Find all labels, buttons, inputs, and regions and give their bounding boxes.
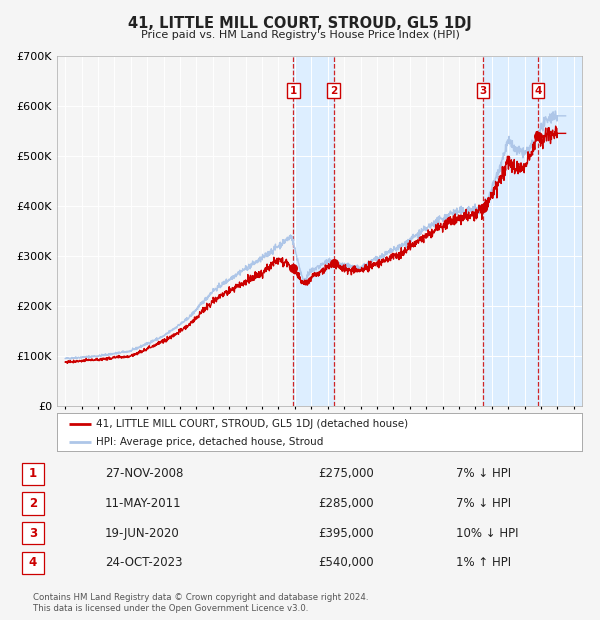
Text: £540,000: £540,000 [318,557,374,569]
Text: 7% ↓ HPI: 7% ↓ HPI [456,497,511,510]
Text: 1% ↑ HPI: 1% ↑ HPI [456,557,511,569]
Text: 3: 3 [479,86,487,96]
Text: 41, LITTLE MILL COURT, STROUD, GL5 1DJ (detached house): 41, LITTLE MILL COURT, STROUD, GL5 1DJ (… [97,420,409,430]
Text: Price paid vs. HM Land Registry's House Price Index (HPI): Price paid vs. HM Land Registry's House … [140,30,460,40]
Text: 4: 4 [29,557,37,569]
Text: 1: 1 [290,86,297,96]
Bar [483,56,582,406]
Text: £395,000: £395,000 [318,527,374,539]
Bar [293,56,334,406]
Text: Contains HM Land Registry data © Crown copyright and database right 2024.
This d: Contains HM Land Registry data © Crown c… [33,593,368,613]
Text: HPI: Average price, detached house, Stroud: HPI: Average price, detached house, Stro… [97,436,324,447]
Text: 4: 4 [534,86,542,96]
Text: 2: 2 [330,86,337,96]
Text: 2: 2 [29,497,37,510]
Text: 3: 3 [29,527,37,539]
Text: 19-JUN-2020: 19-JUN-2020 [105,527,180,539]
Text: £275,000: £275,000 [318,467,374,480]
Text: 7% ↓ HPI: 7% ↓ HPI [456,467,511,480]
Text: 10% ↓ HPI: 10% ↓ HPI [456,527,518,539]
Text: 41, LITTLE MILL COURT, STROUD, GL5 1DJ: 41, LITTLE MILL COURT, STROUD, GL5 1DJ [128,16,472,31]
Text: 1: 1 [29,467,37,480]
Text: 27-NOV-2008: 27-NOV-2008 [105,467,184,480]
Text: £285,000: £285,000 [318,497,374,510]
Text: 24-OCT-2023: 24-OCT-2023 [105,557,182,569]
Text: 11-MAY-2011: 11-MAY-2011 [105,497,182,510]
